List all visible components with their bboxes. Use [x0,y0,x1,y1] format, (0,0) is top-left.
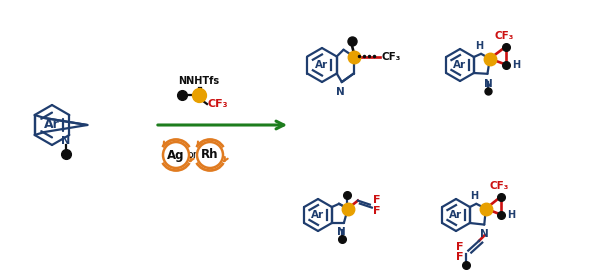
Text: CF₃: CF₃ [489,181,509,191]
Text: N: N [61,136,71,146]
Text: Ar: Ar [311,210,325,220]
Text: N: N [337,227,346,237]
Text: F: F [373,195,380,205]
Text: N: N [480,228,488,239]
Text: Ar: Ar [316,60,329,70]
Text: H: H [475,41,483,51]
Text: H: H [512,60,520,70]
Circle shape [163,142,189,168]
Text: CF₃: CF₃ [494,31,514,41]
Text: Ag: Ag [167,148,185,162]
Text: CF₃: CF₃ [382,52,401,62]
Text: NNHTfs: NNHTfs [178,76,220,86]
Circle shape [197,142,223,168]
Text: F: F [456,242,463,252]
Text: CF₃: CF₃ [208,99,229,109]
Text: N: N [337,87,345,97]
Text: H: H [507,210,515,220]
Text: Ar: Ar [44,118,60,132]
Text: N: N [484,79,493,89]
Text: F: F [373,206,380,216]
Text: Ar: Ar [454,60,467,70]
Text: F: F [456,252,463,262]
Text: Ar: Ar [449,210,463,220]
Text: or: or [187,150,197,160]
Text: Rh: Rh [201,148,219,162]
Text: H: H [470,191,478,201]
